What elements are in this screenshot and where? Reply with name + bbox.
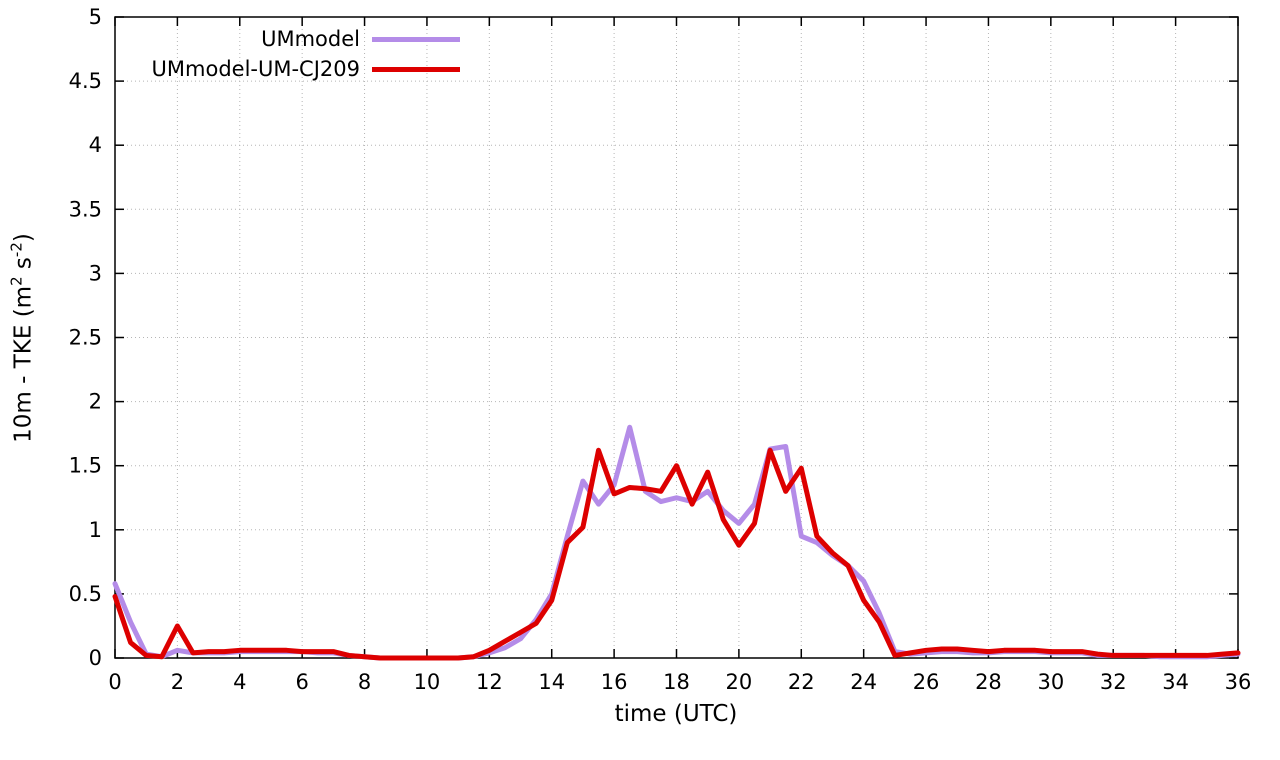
y-axis-title-sup1: 2 <box>7 276 26 286</box>
y-tick-label: 0 <box>89 646 102 670</box>
legend-label-ummodel-um-cj209: UMmodel-UM-CJ209 <box>151 57 360 81</box>
x-tick-label: 26 <box>913 670 940 694</box>
y-tick-label: 4.5 <box>69 69 102 93</box>
legend-line-swatch-ummodel-um-cj209 <box>372 66 460 72</box>
legend-label-ummodel: UMmodel <box>261 27 360 51</box>
x-tick-label: 0 <box>108 670 121 694</box>
y-tick-label: 5 <box>89 5 102 29</box>
y-tick-label: 3 <box>89 261 102 285</box>
x-tick-label: 28 <box>975 670 1002 694</box>
x-tick-label: 16 <box>601 670 628 694</box>
y-axis-title: 10m - TKE (m2 s-2) <box>8 233 37 443</box>
legend: UMmodel UMmodel-UM-CJ209 <box>128 24 460 84</box>
y-tick-label: 2 <box>89 390 102 414</box>
x-tick-label: 6 <box>295 670 308 694</box>
x-tick-label: 14 <box>538 670 565 694</box>
y-tick-label: 1 <box>89 518 102 542</box>
x-axis-title: time (UTC) <box>614 701 738 727</box>
y-axis-title-text: 10m - TKE (m <box>10 285 37 443</box>
y-axis-title-text2: s <box>10 257 37 277</box>
y-tick-label: 3.5 <box>69 197 102 221</box>
legend-item-ummodel-um-cj209: UMmodel-UM-CJ209 <box>128 54 460 84</box>
y-axis-title-text3: ) <box>10 233 37 243</box>
x-tick-label: 36 <box>1225 670 1252 694</box>
x-tick-label: 10 <box>414 670 441 694</box>
legend-item-ummodel: UMmodel <box>128 24 460 54</box>
y-tick-label: 0.5 <box>69 582 102 606</box>
x-tick-label: 32 <box>1100 670 1127 694</box>
x-tick-label: 34 <box>1162 670 1189 694</box>
x-tick-label: 2 <box>171 670 184 694</box>
y-tick-label: 4 <box>89 133 102 157</box>
x-tick-label: 8 <box>358 670 371 694</box>
y-axis-title-sup2: -2 <box>7 242 26 258</box>
x-tick-label: 20 <box>726 670 753 694</box>
x-tick-label: 22 <box>788 670 815 694</box>
x-tick-label: 4 <box>233 670 246 694</box>
series-line-ummodel-um-cj209 <box>112 447 1241 661</box>
y-tick-label: 1.5 <box>69 454 102 478</box>
x-tick-label: 12 <box>476 670 503 694</box>
x-tick-label: 24 <box>850 670 877 694</box>
y-tick-label: 2.5 <box>69 326 102 350</box>
x-tick-label: 30 <box>1037 670 1064 694</box>
x-tick-label: 18 <box>663 670 690 694</box>
legend-line-swatch-ummodel <box>372 36 460 42</box>
